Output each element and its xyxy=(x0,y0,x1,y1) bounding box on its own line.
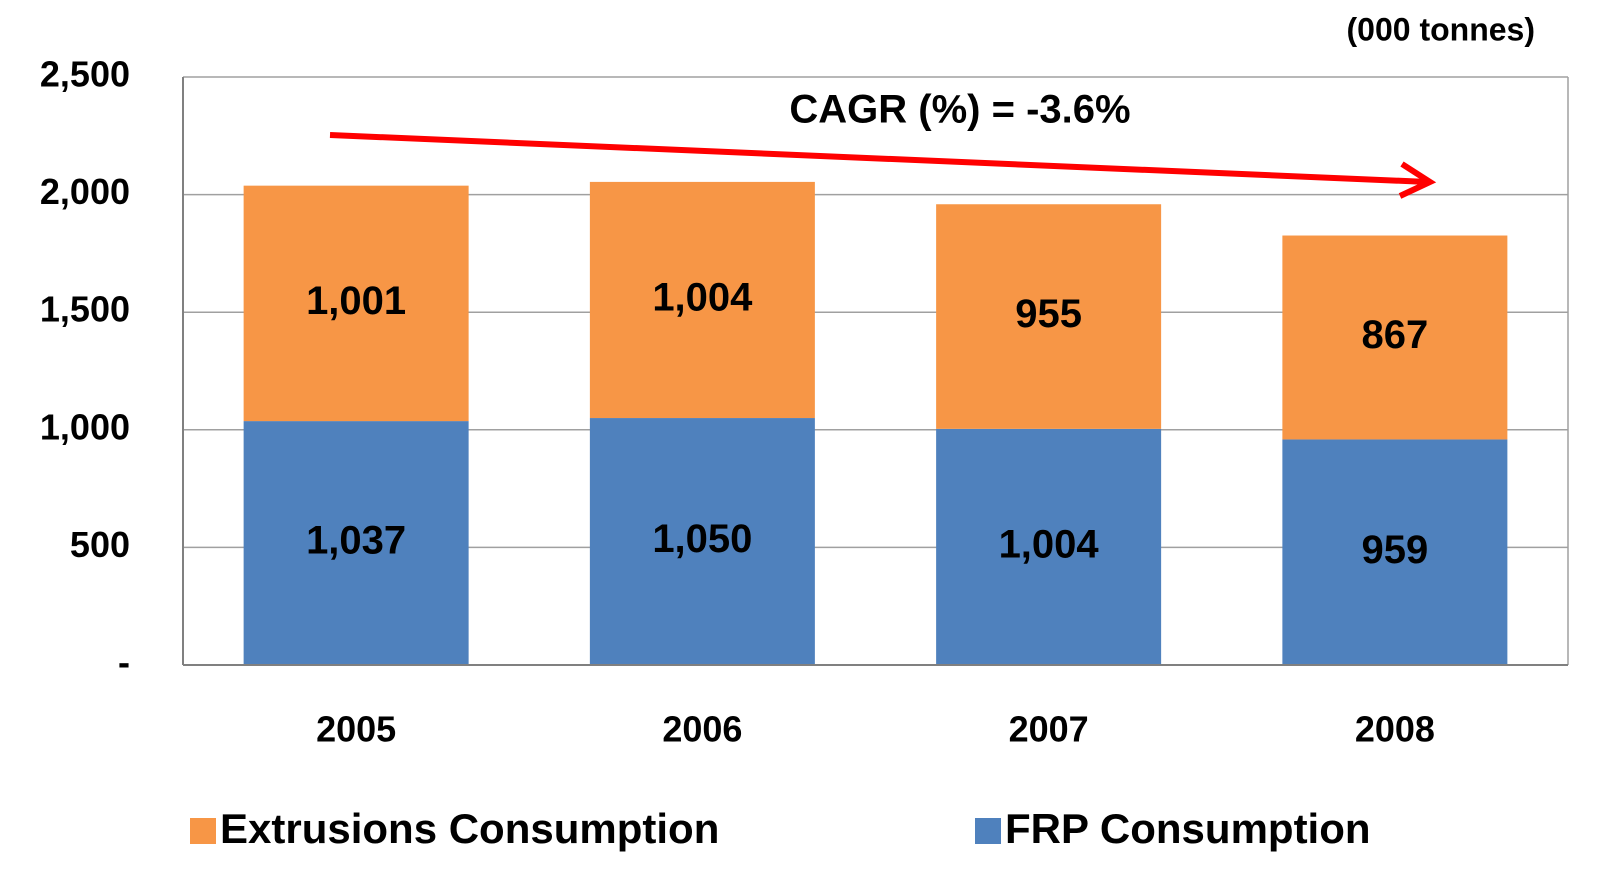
x-tick-label: 2008 xyxy=(1355,709,1435,750)
y-tick-label: 500 xyxy=(70,524,130,565)
data-label: 1,004 xyxy=(999,522,1100,566)
y-tick-label: 2,000 xyxy=(40,171,130,212)
y-tick-label: 2,500 xyxy=(40,54,130,95)
bar-segment xyxy=(936,204,1162,429)
bar-segment xyxy=(1282,235,1508,440)
legend-label: FRP Consumption xyxy=(1005,805,1371,852)
cagr-note: CAGR (%) = -3.6% xyxy=(789,88,1130,132)
legend-swatch xyxy=(190,818,216,844)
bar-segment xyxy=(243,421,469,665)
bar-segment xyxy=(1282,439,1508,665)
bar-segment xyxy=(243,185,469,422)
x-tick-label: 2005 xyxy=(316,709,396,750)
data-label: 1,004 xyxy=(652,276,753,320)
unit-note: (000 tonnes) xyxy=(1347,11,1535,47)
data-label: 959 xyxy=(1362,528,1429,572)
data-label: 1,001 xyxy=(306,279,406,323)
x-tick-label: 2007 xyxy=(1009,709,1089,750)
legend-swatch xyxy=(975,818,1001,844)
data-label: 955 xyxy=(1015,292,1082,336)
x-tick-label: 2006 xyxy=(662,709,742,750)
trend-arrow xyxy=(329,132,1429,185)
legend-label: Extrusions Consumption xyxy=(220,805,719,852)
data-label: 867 xyxy=(1362,313,1429,357)
arrow-head xyxy=(1398,161,1437,199)
data-label: 1,050 xyxy=(652,517,752,561)
bar-segment xyxy=(589,418,815,665)
y-tick-label: 1,000 xyxy=(40,406,130,447)
y-tick-label: 1,500 xyxy=(40,289,130,330)
data-label: 1,037 xyxy=(306,519,406,563)
bar-segment xyxy=(589,181,815,419)
bar-segment xyxy=(936,428,1162,665)
y-tick-label: - xyxy=(118,642,130,683)
